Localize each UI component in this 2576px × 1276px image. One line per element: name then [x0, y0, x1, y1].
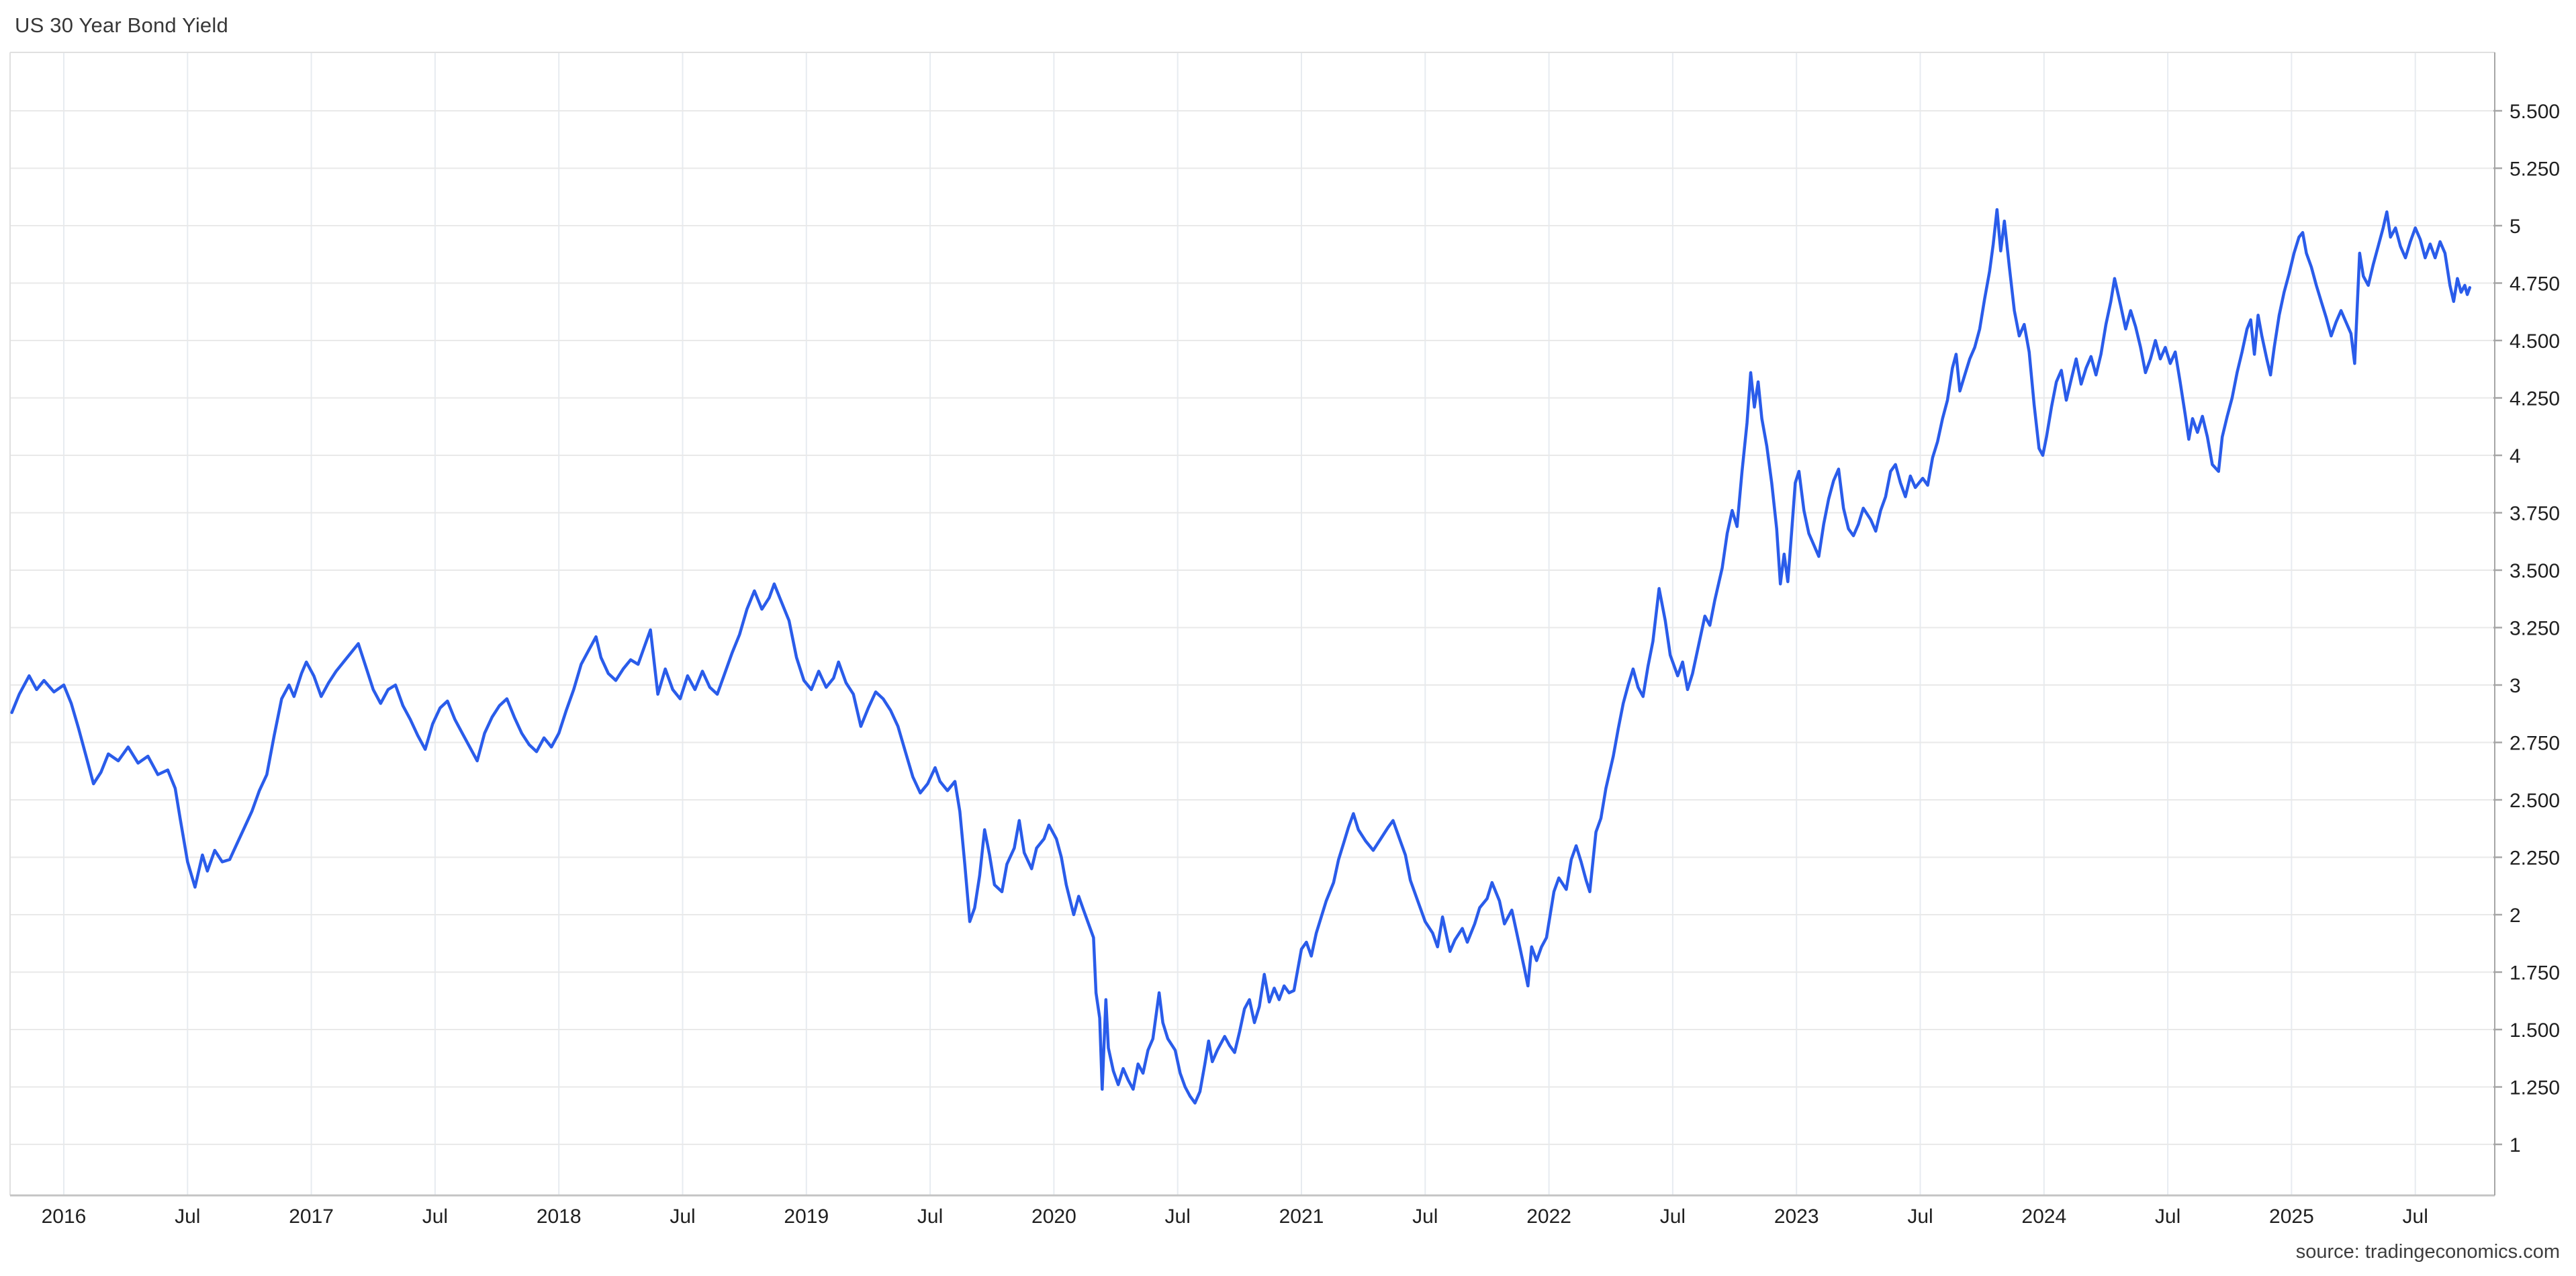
y-axis-label: 1.750	[2510, 962, 2560, 985]
y-axis-label: 3.500	[2510, 560, 2560, 582]
x-axis-label: 2025	[2269, 1205, 2314, 1228]
x-axis-label: Jul	[422, 1205, 448, 1228]
y-axis-label: 4.750	[2510, 273, 2560, 295]
x-axis-label: Jul	[1165, 1205, 1191, 1228]
x-axis-label: 2016	[42, 1205, 87, 1228]
y-axis-label: 5.250	[2510, 158, 2560, 181]
y-axis-label: 1.500	[2510, 1019, 2560, 1042]
x-axis-label: 2020	[1031, 1205, 1076, 1228]
x-axis-label: Jul	[1660, 1205, 1686, 1228]
y-axis-label: 5.500	[2510, 101, 2560, 123]
y-axis-label: 4.500	[2510, 330, 2560, 353]
x-axis-label: 2023	[1774, 1205, 1819, 1228]
source-attribution: source: tradingeconomics.com	[2295, 1241, 2560, 1263]
chart-title: US 30 Year Bond Yield	[15, 13, 228, 37]
x-axis-label: 2019	[784, 1205, 829, 1228]
x-axis-label: Jul	[1412, 1205, 1438, 1228]
x-axis-label: Jul	[1907, 1205, 1933, 1228]
x-axis-label: 2017	[289, 1205, 334, 1228]
yield-line-series[interactable]	[10, 208, 2472, 1105]
y-axis-label: 2.250	[2510, 848, 2560, 870]
y-axis-label: 2.750	[2510, 733, 2560, 755]
y-axis-label: 3.750	[2510, 503, 2560, 525]
y-axis-label: 4	[2510, 445, 2521, 467]
x-axis-label: Jul	[175, 1205, 200, 1228]
x-axis-label: Jul	[917, 1205, 943, 1228]
x-axis-label: Jul	[2403, 1205, 2428, 1228]
x-axis-label: 2022	[1526, 1205, 1571, 1228]
y-axis-label: 2.500	[2510, 790, 2560, 812]
y-axis-label: 1	[2510, 1134, 2521, 1156]
y-axis-label: 2	[2510, 905, 2521, 927]
y-axis-label: 3.250	[2510, 618, 2560, 640]
x-axis-label: 2021	[1279, 1205, 1324, 1228]
x-axis-label: 2018	[537, 1205, 582, 1228]
x-axis-label: Jul	[670, 1205, 695, 1228]
y-axis-label: 5	[2510, 216, 2521, 238]
y-axis-label: 3	[2510, 675, 2521, 697]
y-axis-label: 1.250	[2510, 1077, 2560, 1099]
x-axis-label: Jul	[2155, 1205, 2180, 1228]
x-axis-label: 2024	[2021, 1205, 2066, 1228]
y-axis-label: 4.250	[2510, 388, 2560, 410]
